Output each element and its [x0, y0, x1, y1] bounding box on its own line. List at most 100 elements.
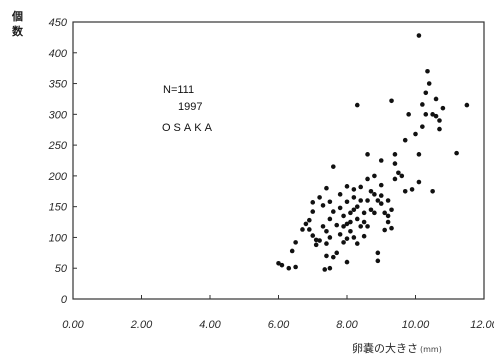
- data-point: [344, 236, 350, 241]
- data-point: [351, 195, 357, 200]
- data-point: [378, 182, 384, 188]
- data-point: [322, 267, 328, 272]
- data-point: [341, 240, 346, 245]
- data-point: [279, 262, 285, 268]
- data-point: [420, 124, 425, 129]
- data-point: [454, 150, 459, 156]
- data-point: [348, 228, 353, 234]
- y-tick-label: 50: [55, 263, 68, 275]
- data-point: [327, 235, 333, 240]
- data-point: [416, 33, 422, 38]
- data-point: [344, 221, 350, 227]
- data-point: [337, 205, 343, 211]
- data-point: [351, 207, 357, 213]
- data-point: [334, 250, 340, 256]
- data-point: [365, 152, 370, 157]
- data-point: [300, 227, 305, 232]
- data-point: [358, 198, 364, 203]
- x-tick-label: 12.00: [470, 319, 494, 331]
- y-axis-ticks: 0 50 100 150 200 250 300 350 400 450: [48, 17, 77, 306]
- data-point: [375, 198, 381, 203]
- data-point: [354, 204, 360, 209]
- data-point: [337, 192, 343, 197]
- data-point: [378, 201, 384, 206]
- data-point: [317, 195, 322, 200]
- data-point: [372, 173, 377, 179]
- data-point: [433, 96, 439, 102]
- data-point: [426, 81, 432, 86]
- data-point: [324, 185, 329, 191]
- data-point: [348, 219, 353, 225]
- data-point: [341, 224, 346, 229]
- data-point: [420, 102, 425, 107]
- y-tick-label: 200: [48, 171, 68, 183]
- data-point: [320, 203, 326, 208]
- data-point: [425, 68, 430, 74]
- x-axis-unit-label: (mm): [420, 345, 442, 354]
- data-point: [464, 102, 470, 108]
- data-point: [375, 250, 381, 256]
- data-point: [320, 224, 326, 229]
- data-point: [402, 188, 408, 194]
- y-tick-label: 0: [61, 294, 68, 306]
- data-point: [317, 238, 322, 243]
- data-point: [303, 221, 309, 227]
- data-points: [276, 33, 470, 272]
- data-point: [307, 217, 312, 223]
- data-point: [430, 112, 435, 117]
- data-point: [344, 184, 350, 189]
- data-point: [307, 227, 312, 232]
- data-point: [361, 233, 367, 239]
- data-point: [341, 213, 346, 219]
- data-point: [416, 152, 422, 157]
- x-tick-label: 4.00: [199, 319, 221, 331]
- data-point: [358, 184, 364, 190]
- data-point: [331, 209, 336, 214]
- annotation-location: OSAKA: [162, 122, 215, 134]
- data-point: [327, 265, 333, 271]
- data-point: [402, 137, 408, 143]
- annotation-year: 1997: [178, 101, 202, 113]
- data-point: [354, 102, 360, 108]
- data-point: [293, 264, 298, 270]
- data-point: [334, 222, 340, 228]
- x-axis-ticks: 0.00 2.00 4.00 6.00 8.00 10.00 12.00: [62, 295, 494, 331]
- data-point: [368, 188, 374, 194]
- data-point: [327, 199, 333, 205]
- data-point: [310, 209, 316, 214]
- data-point: [361, 219, 367, 225]
- data-point: [389, 225, 394, 231]
- data-point: [406, 112, 411, 117]
- data-point: [437, 118, 442, 123]
- y-tick-label: 300: [49, 109, 68, 121]
- data-point: [409, 187, 415, 192]
- y-tick-label: 400: [49, 48, 68, 60]
- data-point: [440, 105, 446, 111]
- x-tick-label: 10.00: [402, 319, 430, 331]
- data-point: [348, 210, 353, 216]
- data-point: [372, 192, 377, 197]
- data-point: [382, 227, 387, 233]
- data-point: [392, 152, 398, 157]
- data-point: [324, 228, 329, 234]
- data-point: [293, 240, 298, 245]
- data-point: [385, 198, 391, 203]
- data-point: [368, 207, 374, 213]
- data-point: [372, 210, 377, 216]
- x-tick-label: 6.00: [268, 319, 290, 331]
- data-point: [423, 90, 429, 96]
- annotation-sample-size: N=111: [163, 84, 194, 96]
- x-tick-label: 0.00: [62, 319, 84, 331]
- x-axis-label: 卵嚢の大きさ: [352, 341, 418, 355]
- data-point: [310, 200, 316, 205]
- data-point: [344, 199, 350, 205]
- data-point: [433, 113, 439, 119]
- data-point: [392, 176, 398, 182]
- data-point: [365, 224, 370, 229]
- data-point: [385, 219, 391, 225]
- y-tick-label: 350: [49, 79, 68, 91]
- data-point: [413, 131, 418, 137]
- data-point: [416, 179, 422, 185]
- data-point: [423, 112, 429, 117]
